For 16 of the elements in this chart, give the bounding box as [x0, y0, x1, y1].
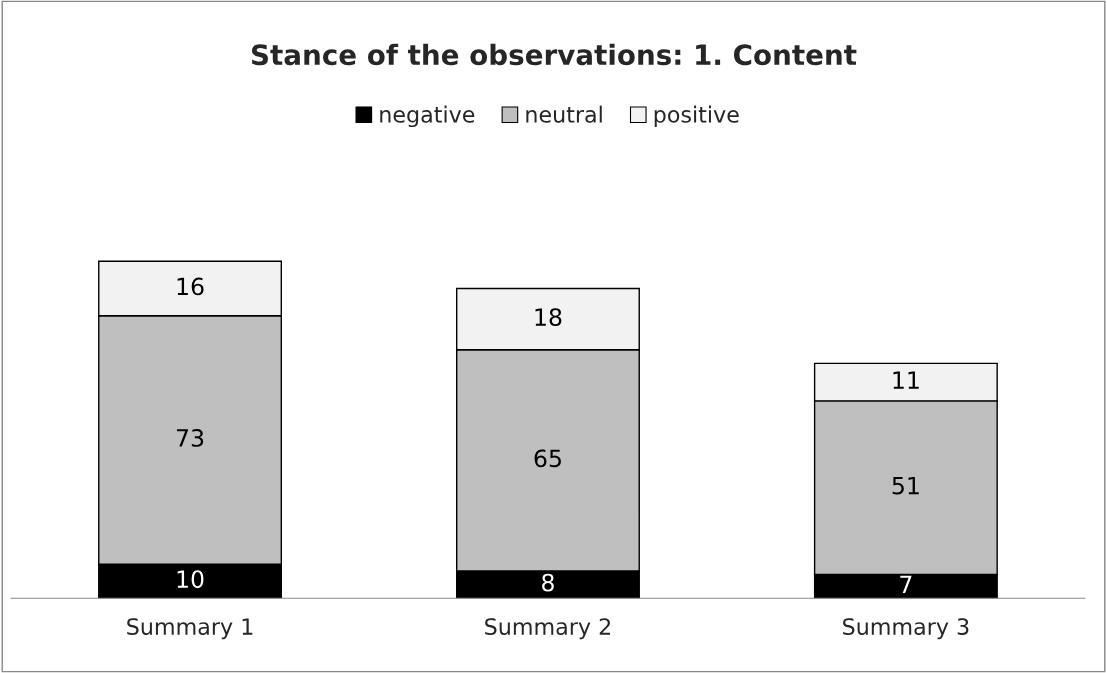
legend-label: negative — [380, 105, 475, 128]
chart-title: Stance of the observations: 1. Content — [251, 43, 857, 66]
legend-label: positive — [654, 105, 739, 128]
x-tick-label: Summary 2 — [485, 618, 611, 640]
data-label: 11 — [893, 371, 919, 389]
data-label: 8 — [542, 573, 554, 592]
x-tick-label: Summary 1 — [127, 618, 253, 640]
data-label: 73 — [176, 428, 204, 447]
data-label: 16 — [177, 277, 204, 296]
data-label: 18 — [535, 308, 562, 326]
data-label: 65 — [534, 449, 561, 468]
x-tick-label: Summary 3 — [843, 618, 969, 640]
legend-label: neutral — [526, 105, 602, 123]
data-label: 7 — [900, 575, 912, 593]
data-label: 51 — [892, 476, 919, 495]
data-label: 10 — [177, 570, 204, 589]
